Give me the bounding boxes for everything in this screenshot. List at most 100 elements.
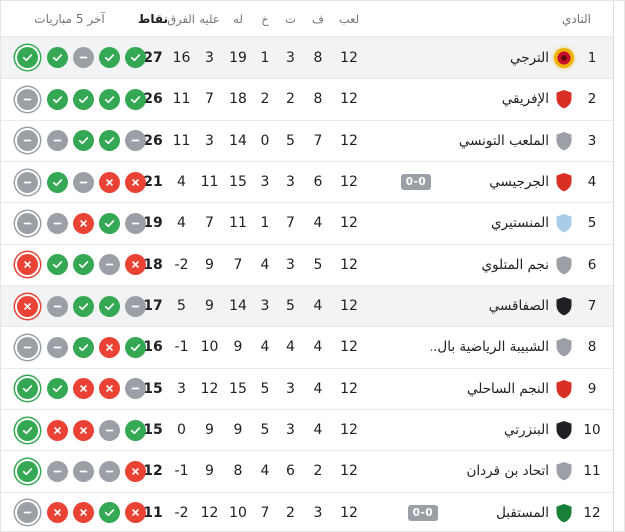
win-icon <box>99 88 120 110</box>
club-badge-icon <box>549 89 579 109</box>
stat-won: 6 <box>313 174 323 191</box>
stat-points: 19 <box>143 215 163 232</box>
rank-number: 5 <box>587 215 597 232</box>
last5-form <box>1 254 146 276</box>
win-icon <box>125 419 146 441</box>
stat-drawn: 6 <box>286 463 295 480</box>
stat-drawn: 3 <box>286 422 295 439</box>
win-icon <box>73 88 94 110</box>
stat-drawn: 3 <box>286 49 295 66</box>
stat-lost: 7 <box>260 504 270 521</box>
stat-goals-for: 9 <box>233 422 243 439</box>
table-row[interactable]: 11 اتحاد بن قردان 12 2 6 4 8 9 -1 12 <box>1 450 613 492</box>
stat-points: 26 <box>143 132 163 149</box>
stat-goals-against: 9 <box>205 422 214 439</box>
header-won: ف <box>312 11 324 26</box>
stat-points: 15 <box>143 422 163 439</box>
stat-lost: 5 <box>260 380 270 397</box>
stat-goals-against: 11 <box>200 174 219 191</box>
draw-icon <box>47 336 68 358</box>
header-last5: آخر 5 مباريات <box>34 11 105 26</box>
draw-icon <box>73 47 94 69</box>
last5-form <box>1 460 146 482</box>
table-row[interactable]: 8 الشبيبة الرياضية بال... 12 4 4 4 9 10 … <box>1 326 613 368</box>
win-icon <box>99 130 120 152</box>
table-row[interactable]: 2 الإفريقي 12 8 2 2 18 7 11 26 <box>1 78 613 120</box>
draw-icon <box>17 212 38 234</box>
stat-lost: 2 <box>260 91 270 108</box>
table-row[interactable]: 12 المستقبل 0-0 12 3 2 7 10 12 -2 11 <box>1 491 613 531</box>
table-row[interactable]: 10 البنزرتي 12 4 3 5 9 9 0 15 <box>1 408 613 451</box>
win-icon <box>17 378 38 400</box>
shield-icon <box>555 461 573 481</box>
stat-goal-diff: 3 <box>177 380 186 397</box>
loss-icon <box>73 502 94 524</box>
stat-goal-diff: -1 <box>174 463 189 480</box>
win-icon <box>17 460 38 482</box>
rank-number: 1 <box>587 49 597 66</box>
stat-lost: 5 <box>260 422 270 439</box>
header-club: النادي <box>561 11 591 26</box>
rank-number: 3 <box>587 132 597 149</box>
last5-form <box>1 419 146 441</box>
win-icon <box>47 47 68 69</box>
header-goals-for: له <box>233 11 243 26</box>
club-badge-icon <box>549 255 579 275</box>
stat-goals-against: 3 <box>205 132 214 149</box>
club-name: الترجي <box>510 49 549 66</box>
stat-goal-diff: 11 <box>172 132 191 149</box>
shield-icon <box>555 296 573 316</box>
stat-drawn: 7 <box>286 215 295 232</box>
draw-icon <box>125 378 146 400</box>
club-badge-icon <box>549 461 579 481</box>
table-row[interactable]: 7 الصفاقسي 12 4 5 3 14 9 5 17 <box>1 284 613 327</box>
club-badge-icon <box>549 379 579 399</box>
table-row[interactable]: 1 الترجي 12 8 3 1 19 3 16 27 <box>1 37 613 79</box>
shield-icon <box>556 462 572 481</box>
draw-icon <box>47 130 68 152</box>
shield-icon <box>556 90 572 109</box>
club-badge-icon <box>549 337 579 357</box>
stat-won: 8 <box>313 91 323 108</box>
stat-goal-diff: 0 <box>177 422 186 439</box>
draw-icon <box>125 295 146 317</box>
rank-number: 9 <box>587 380 597 397</box>
shield-icon <box>556 338 572 357</box>
table-row[interactable]: 3 الملعب التونسي 12 7 5 0 14 3 11 26 <box>1 119 613 161</box>
stat-goals-for: 15 <box>229 174 247 191</box>
stat-lost: 3 <box>260 298 270 315</box>
table-row[interactable]: 6 نجم المتلوي 12 5 3 4 7 9 -2 18 <box>1 243 613 285</box>
stat-drawn: 5 <box>286 298 295 315</box>
last5-form <box>1 212 146 234</box>
stat-goals-for: 15 <box>229 380 247 397</box>
header-goal-diff: الفرق <box>167 11 195 26</box>
club-name: المستقبل <box>496 504 549 521</box>
stat-won: 4 <box>313 339 323 356</box>
shield-icon <box>555 503 573 523</box>
shield-icon <box>555 213 573 233</box>
rank-number: 6 <box>587 256 597 273</box>
table-row[interactable]: 9 النجم الساحلي 12 4 3 5 15 12 3 15 <box>1 367 613 409</box>
shield-icon <box>556 255 572 275</box>
loss-icon <box>99 336 120 358</box>
table-row[interactable]: 5 المنستيري 12 4 7 1 11 7 4 19 <box>1 202 613 244</box>
loss-icon <box>47 419 68 441</box>
club-name: نجم المتلوي <box>481 256 550 273</box>
stat-played: 12 <box>340 463 358 480</box>
shield-icon <box>556 503 572 523</box>
win-icon <box>47 378 68 400</box>
stat-goals-against: 10 <box>200 339 219 356</box>
shield-icon <box>556 379 572 399</box>
stat-points: 16 <box>143 339 163 356</box>
draw-icon <box>73 460 94 482</box>
table-row[interactable]: 4 الجرجيسي 0-0 12 6 3 3 15 11 4 21 <box>1 160 613 203</box>
shield-icon <box>555 89 573 109</box>
stat-lost: 4 <box>260 339 270 356</box>
stat-played: 12 <box>340 174 358 191</box>
stat-points: 12 <box>143 463 163 480</box>
stat-lost: 0 <box>260 132 270 149</box>
stat-points: 26 <box>143 91 163 108</box>
club-name: النجم الساحلي <box>466 380 549 397</box>
league-standings-table: النادي لعب ف ت خ له عليه الفرق نقاط آخر … <box>1 1 614 531</box>
stat-played: 12 <box>340 298 358 315</box>
